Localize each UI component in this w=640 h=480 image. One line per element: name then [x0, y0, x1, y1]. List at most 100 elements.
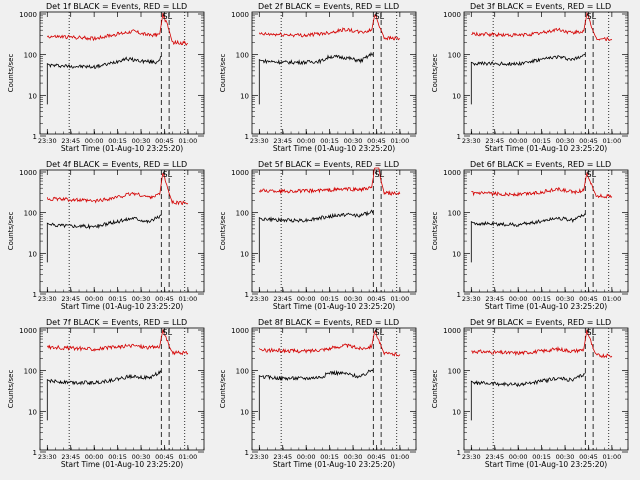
x-tick-label: 23:45 [61, 453, 80, 461]
y-tick-label: 100 [236, 368, 249, 376]
y-tick-label: 100 [448, 52, 461, 60]
lld-series-line [46, 12, 189, 46]
y-axis-label: Counts/sec [7, 212, 15, 251]
y-axis-label: Counts/sec [7, 54, 15, 93]
y-tick-label: 10 [452, 408, 461, 416]
y-tick-label: 100 [24, 368, 37, 376]
lld-series-line [46, 172, 189, 206]
sl-marker-label: SL [375, 12, 385, 21]
x-tick-label: 00:15 [320, 453, 339, 461]
x-tick-label: 23:30 [462, 453, 481, 461]
x-axis-label: Start Time (01-Aug-10 23:25:20) [273, 460, 395, 469]
x-tick-label: 23:30 [462, 295, 481, 303]
y-tick-label: 1 [245, 449, 249, 457]
plot-frame [251, 327, 417, 451]
x-axis-label: Start Time (01-Aug-10 23:25:20) [485, 460, 607, 469]
chart-title: Det 2f BLACK = Events, RED = LLD [258, 2, 399, 11]
sl-marker-label: SL [163, 328, 173, 337]
y-axis-label: Counts/sec [219, 212, 227, 251]
x-tick-label: 00:15 [532, 453, 551, 461]
sl-marker-label: SL [375, 328, 385, 337]
x-tick-label: 23:30 [38, 453, 57, 461]
x-tick-label: 00:30 [556, 453, 575, 461]
events-series-line [46, 370, 162, 421]
x-tick-label: 00:45 [367, 137, 386, 145]
x-tick-label: 00:30 [344, 295, 363, 303]
x-tick-label: 23:45 [61, 295, 80, 303]
y-tick-label: 1000 [443, 327, 461, 335]
sl-marker-label: SL [375, 170, 385, 179]
chart-panel-6: Det 6f BLACK = Events, RED = LLD 1 10 100 10… [431, 160, 629, 311]
y-tick-label: 1 [33, 133, 37, 141]
chart-title: Det 3f BLACK = Events, RED = LLD [470, 2, 611, 11]
x-tick-label: 00:30 [132, 295, 151, 303]
x-tick-label: 23:30 [38, 295, 57, 303]
x-axis-label: Start Time (01-Aug-10 23:25:20) [61, 302, 183, 311]
y-tick-label: 10 [28, 92, 37, 100]
x-axis-label: Start Time (01-Aug-10 23:25:20) [273, 302, 395, 311]
x-tick-label: 00:45 [367, 295, 386, 303]
y-tick-label: 10 [240, 408, 249, 416]
chart-panel-1: Det 1f BLACK = Events, RED = LLD 1 10 100 10… [7, 2, 205, 153]
y-axis-label: Counts/sec [219, 54, 227, 93]
events-series-line [470, 53, 586, 105]
x-tick-label: 00:00 [85, 453, 104, 461]
y-tick-label: 10 [28, 250, 37, 258]
lld-series-line [258, 13, 401, 41]
y-tick-label: 1000 [443, 11, 461, 19]
y-tick-label: 1000 [443, 169, 461, 177]
x-tick-label: 00:45 [579, 295, 598, 303]
x-tick-label: 00:45 [155, 295, 174, 303]
x-tick-label: 00:45 [367, 453, 386, 461]
plot-frame [39, 327, 205, 451]
y-tick-label: 1000 [19, 169, 37, 177]
chart-title: Det 9f BLACK = Events, RED = LLD [470, 318, 611, 327]
y-axis-label: Counts/sec [219, 370, 227, 409]
lld-series-line [258, 330, 401, 357]
y-tick-label: 10 [452, 250, 461, 258]
x-tick-label: 23:30 [38, 137, 57, 145]
y-tick-label: 100 [236, 52, 249, 60]
y-tick-label: 1000 [19, 11, 37, 19]
sl-marker-label: SL [587, 328, 597, 337]
x-tick-label: 23:45 [61, 137, 80, 145]
y-axis-label: Counts/sec [431, 54, 439, 93]
y-tick-label: 100 [24, 210, 37, 218]
x-tick-label: 00:00 [297, 453, 316, 461]
x-tick-label: 00:15 [108, 295, 127, 303]
x-tick-label: 00:15 [320, 295, 339, 303]
plot-frame [251, 11, 417, 135]
plot-frame [463, 11, 629, 135]
x-axis-label: Start Time (01-Aug-10 23:25:20) [485, 302, 607, 311]
x-tick-label: 00:00 [85, 295, 104, 303]
events-series-line [470, 213, 586, 263]
y-tick-label: 10 [28, 408, 37, 416]
plot-frame [251, 169, 417, 293]
x-tick-label: 23:30 [462, 137, 481, 145]
chart-title: Det 4f BLACK = Events, RED = LLD [46, 160, 187, 169]
x-tick-label: 23:30 [250, 137, 269, 145]
chart-title: Det 8f BLACK = Events, RED = LLD [258, 318, 399, 327]
plot-frame [463, 327, 629, 451]
x-tick-label: 00:00 [297, 137, 316, 145]
x-tick-label: 01:00 [602, 137, 621, 145]
sl-marker-label: SL [163, 12, 173, 21]
x-tick-label: 01:00 [178, 137, 197, 145]
lld-series-line [46, 329, 189, 356]
plot-frame [463, 169, 629, 293]
lld-series-line [471, 11, 613, 42]
plot-frame [39, 11, 205, 135]
y-tick-label: 100 [24, 52, 37, 60]
y-tick-label: 1 [457, 449, 461, 457]
x-tick-label: 23:45 [273, 295, 292, 303]
y-tick-label: 100 [236, 210, 249, 218]
y-tick-label: 100 [448, 368, 461, 376]
x-tick-label: 00:45 [155, 453, 174, 461]
x-axis-label: Start Time (01-Aug-10 23:25:20) [485, 144, 607, 153]
x-tick-label: 00:30 [344, 137, 363, 145]
sl-marker-label: SL [587, 12, 597, 21]
x-axis-label: Start Time (01-Aug-10 23:25:20) [61, 460, 183, 469]
x-tick-label: 23:45 [485, 453, 504, 461]
y-tick-label: 100 [448, 210, 461, 218]
